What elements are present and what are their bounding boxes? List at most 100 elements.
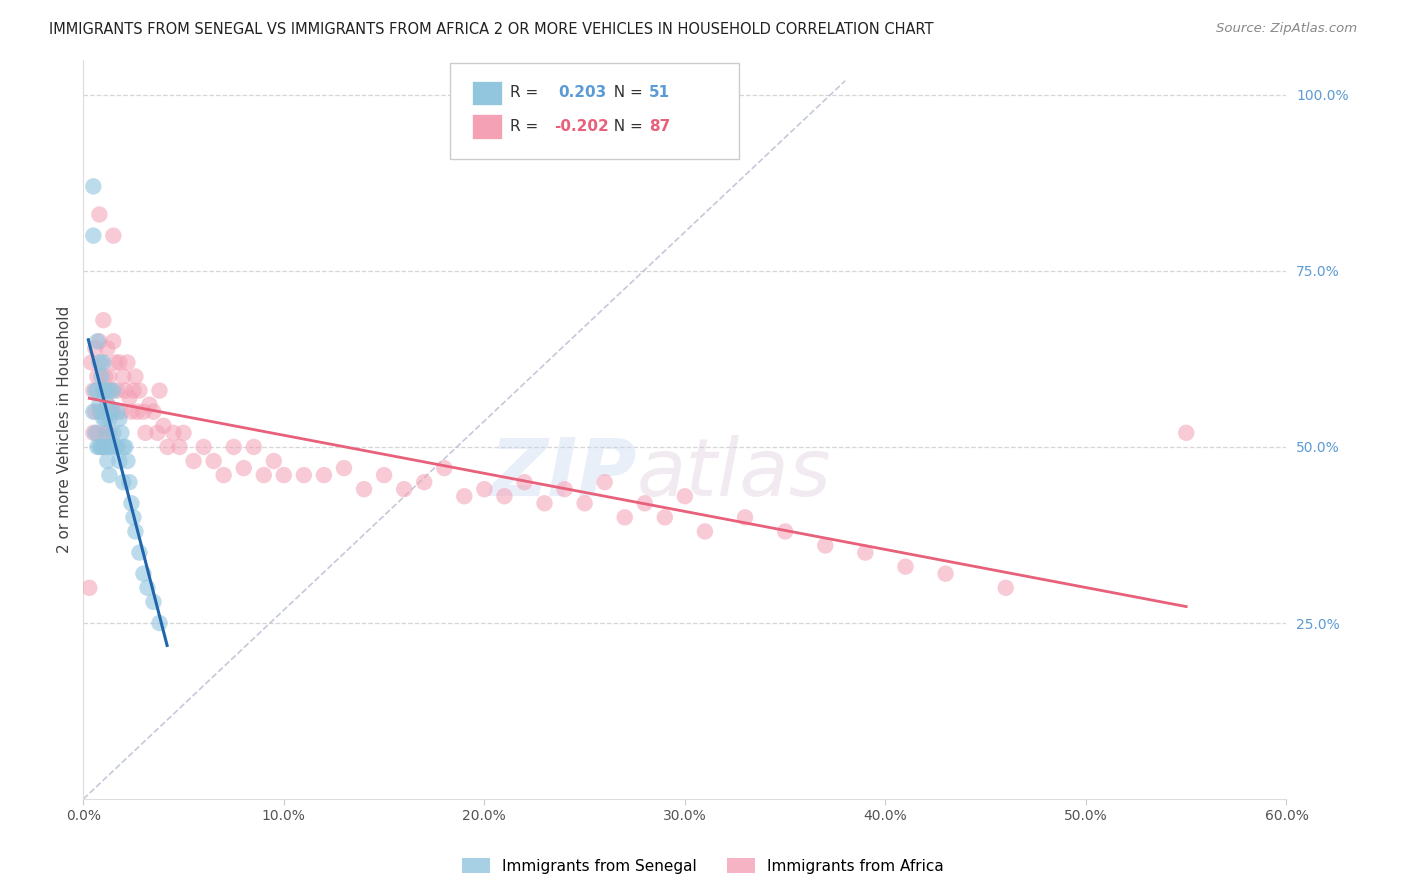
Point xyxy=(89,334,111,349)
Point xyxy=(93,384,115,398)
Text: 87: 87 xyxy=(648,119,671,134)
Text: ZIP: ZIP xyxy=(489,434,637,513)
Point xyxy=(108,454,131,468)
Point xyxy=(105,440,128,454)
Point xyxy=(162,425,184,440)
Y-axis label: 2 or more Vehicles in Household: 2 or more Vehicles in Household xyxy=(58,306,72,553)
Point xyxy=(142,595,165,609)
Point xyxy=(453,489,475,503)
Point xyxy=(82,405,104,419)
Point xyxy=(90,355,112,369)
Point xyxy=(693,524,716,539)
Point xyxy=(93,411,115,425)
Text: Source: ZipAtlas.com: Source: ZipAtlas.com xyxy=(1216,22,1357,36)
Point xyxy=(96,342,118,356)
Point xyxy=(118,391,141,405)
Point xyxy=(82,384,104,398)
Point xyxy=(373,468,395,483)
Point xyxy=(98,440,121,454)
Point xyxy=(673,489,696,503)
Point xyxy=(96,454,118,468)
Point xyxy=(169,440,191,454)
Point xyxy=(82,425,104,440)
Point xyxy=(124,369,146,384)
Point xyxy=(253,468,276,483)
Point xyxy=(128,545,150,559)
Point xyxy=(114,440,136,454)
Point xyxy=(273,468,295,483)
Point xyxy=(333,461,356,475)
Point xyxy=(90,440,112,454)
Point xyxy=(117,454,139,468)
Point xyxy=(82,179,104,194)
Point xyxy=(994,581,1017,595)
Point xyxy=(98,369,121,384)
Point xyxy=(89,208,111,222)
Point xyxy=(104,355,127,369)
Point xyxy=(94,384,117,398)
Point xyxy=(132,566,155,581)
Point xyxy=(93,384,115,398)
Point xyxy=(413,475,436,490)
Point xyxy=(100,384,122,398)
Point xyxy=(103,405,125,419)
Point xyxy=(202,454,225,468)
Point xyxy=(124,524,146,539)
Point xyxy=(86,425,108,440)
Point xyxy=(98,384,121,398)
Point xyxy=(494,489,516,503)
Point xyxy=(96,398,118,412)
Point xyxy=(94,425,117,440)
Point xyxy=(94,440,117,454)
Text: R =: R = xyxy=(510,85,548,100)
Point xyxy=(103,334,125,349)
Point xyxy=(853,545,876,559)
Point xyxy=(292,468,315,483)
Point xyxy=(183,454,205,468)
Point xyxy=(232,461,254,475)
Point xyxy=(734,510,756,524)
Point xyxy=(312,468,335,483)
Point xyxy=(96,425,118,440)
Text: R =: R = xyxy=(510,119,544,134)
Point xyxy=(89,355,111,369)
Point xyxy=(89,405,111,419)
Point xyxy=(263,454,285,468)
Point xyxy=(392,482,415,496)
Point xyxy=(433,461,456,475)
Point xyxy=(98,411,121,425)
Point xyxy=(554,482,576,496)
Point xyxy=(112,475,135,490)
Point xyxy=(79,581,101,595)
Point xyxy=(613,510,636,524)
Point xyxy=(533,496,555,510)
Point xyxy=(89,398,111,412)
Point xyxy=(136,581,159,595)
Point xyxy=(773,524,796,539)
Point xyxy=(222,440,245,454)
Point xyxy=(122,384,145,398)
Point xyxy=(82,228,104,243)
Point xyxy=(110,405,132,419)
Point xyxy=(104,440,127,454)
Point xyxy=(117,355,139,369)
Point xyxy=(513,475,536,490)
Point xyxy=(654,510,676,524)
Point xyxy=(112,369,135,384)
Point xyxy=(127,405,149,419)
Text: N =: N = xyxy=(605,85,648,100)
Point xyxy=(173,425,195,440)
Point xyxy=(105,384,128,398)
Point xyxy=(90,440,112,454)
Point xyxy=(152,418,174,433)
Text: 51: 51 xyxy=(648,85,669,100)
Point xyxy=(1175,425,1198,440)
Point xyxy=(93,440,115,454)
Point xyxy=(86,334,108,349)
Point xyxy=(138,398,160,412)
Point xyxy=(193,440,215,454)
Point xyxy=(80,355,103,369)
Point xyxy=(93,355,115,369)
Point xyxy=(103,384,125,398)
Text: 0.203: 0.203 xyxy=(558,85,607,100)
